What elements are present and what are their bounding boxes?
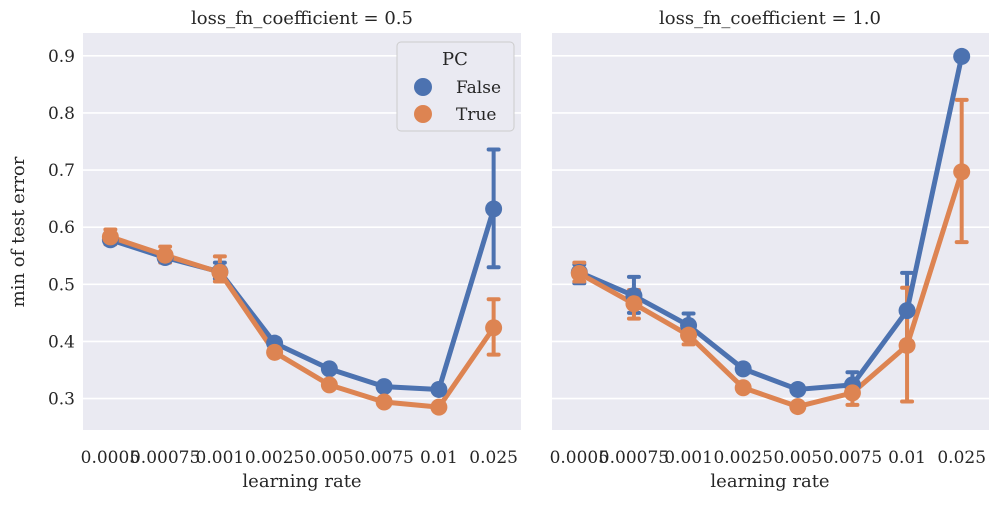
legend-marker-false: [414, 78, 432, 96]
right-panel-title: loss_fn_coefficient = 1.0: [659, 8, 881, 29]
right-point-true: [680, 326, 698, 344]
right-point-true: [843, 384, 861, 402]
right-x-tick-label: 0.0025: [713, 448, 772, 468]
left-point-false: [320, 360, 338, 378]
right-point-true: [789, 398, 807, 416]
left-series-lines: [109, 208, 497, 410]
y-tick-label: 0.9: [48, 47, 75, 67]
legend-label-true: True: [456, 105, 496, 125]
left-x-tick-label: 0.001: [196, 448, 245, 468]
right-x-tick-label: 0.00075: [599, 448, 669, 468]
left-x-axis-label: learning rate: [242, 471, 361, 492]
y-tick-label: 0.5: [48, 275, 75, 295]
left-point-true: [101, 228, 119, 246]
left-x-tick-label: 0.0025: [245, 448, 304, 468]
right-x-tick-label: 0.005: [773, 448, 822, 468]
left-point-false: [430, 380, 448, 398]
right-series-lines: [578, 55, 965, 410]
left-series-true-line: [109, 234, 496, 410]
right-point-false: [734, 360, 752, 378]
right-point-true: [734, 379, 752, 397]
right-point-true: [625, 295, 643, 313]
right-series-true-line: [578, 171, 965, 410]
left-x-tick-label: 0.025: [469, 448, 518, 468]
right-point-true: [953, 163, 971, 181]
left-point-false: [375, 378, 393, 396]
left-point-true: [485, 319, 503, 337]
right-point-true: [898, 336, 916, 354]
left-panel-title: loss_fn_coefficient = 0.5: [191, 8, 413, 29]
left-x-tick-label: 0.00075: [130, 448, 200, 468]
legend-label-false: False: [456, 78, 501, 98]
y-tick-label: 0.8: [48, 104, 75, 124]
right-point-false: [953, 47, 971, 65]
left-x-tick-label: 0.005: [305, 448, 354, 468]
left-point-false: [485, 200, 503, 218]
right-point-false: [898, 302, 916, 320]
left-point-true: [156, 246, 174, 264]
right-x-tick-label: 0.01: [888, 448, 926, 468]
left-point-true: [375, 393, 393, 411]
y-tick-label: 0.6: [48, 218, 75, 238]
right-series-points: [570, 47, 971, 416]
left-point-true: [211, 263, 229, 281]
left-point-true: [320, 376, 338, 394]
left-point-true: [430, 398, 448, 416]
right-x-tick-label: 0.025: [937, 448, 986, 468]
right-x-tick-label: 0.0075: [823, 448, 882, 468]
right-point-true: [570, 264, 588, 282]
left-x-tick-label: 0.0075: [354, 448, 413, 468]
right-point-false: [789, 380, 807, 398]
right-x-tick-label: 0.0005: [550, 448, 609, 468]
y-tick-label: 0.3: [48, 390, 75, 410]
left-x-tick-label: 0.0005: [81, 448, 140, 468]
legend-marker-true: [414, 105, 432, 123]
y-tick-label: 0.4: [48, 332, 75, 352]
legend: PC False True: [396, 41, 515, 132]
right-x-axis-label: learning rate: [710, 471, 829, 492]
right-series-false-line: [578, 55, 965, 392]
left-point-true: [266, 343, 284, 361]
right-x-tick-label: 0.001: [664, 448, 713, 468]
legend-title: PC: [442, 49, 468, 70]
y-axis-label: min of test error: [8, 156, 29, 307]
right-plot-background: [552, 33, 989, 430]
left-y-ticks: 0.3 0.4 0.5 0.6 0.7 0.8 0.9: [48, 47, 75, 410]
y-tick-label: 0.7: [48, 161, 75, 181]
left-x-tick-label: 0.01: [420, 448, 458, 468]
left-series-points: [101, 200, 503, 416]
